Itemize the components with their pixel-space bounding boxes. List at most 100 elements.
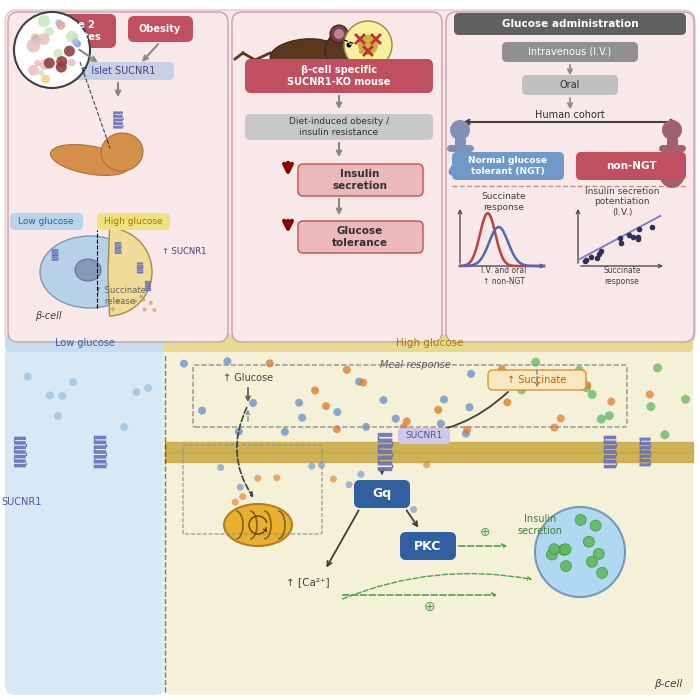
Circle shape: [111, 307, 115, 312]
Circle shape: [519, 370, 528, 379]
Circle shape: [38, 15, 50, 27]
Circle shape: [38, 34, 50, 45]
Circle shape: [517, 385, 526, 394]
FancyBboxPatch shape: [298, 221, 423, 253]
Text: Gq: Gq: [372, 487, 391, 500]
Ellipse shape: [50, 145, 130, 176]
Circle shape: [437, 419, 445, 428]
FancyBboxPatch shape: [232, 12, 442, 342]
FancyBboxPatch shape: [113, 115, 122, 118]
FancyBboxPatch shape: [640, 455, 650, 458]
FancyBboxPatch shape: [52, 251, 58, 253]
Point: [580, 254, 592, 265]
FancyBboxPatch shape: [52, 256, 58, 258]
Circle shape: [139, 295, 144, 299]
FancyBboxPatch shape: [576, 152, 686, 180]
Circle shape: [466, 403, 473, 412]
FancyBboxPatch shape: [378, 438, 392, 442]
Circle shape: [116, 299, 120, 303]
Circle shape: [56, 56, 67, 67]
Circle shape: [594, 548, 604, 559]
Text: ↑ Glucose: ↑ Glucose: [223, 373, 273, 383]
FancyBboxPatch shape: [14, 455, 26, 458]
FancyBboxPatch shape: [502, 42, 638, 62]
FancyBboxPatch shape: [378, 461, 392, 466]
Circle shape: [58, 392, 66, 400]
FancyBboxPatch shape: [454, 13, 686, 35]
Circle shape: [56, 62, 66, 73]
FancyBboxPatch shape: [400, 532, 456, 560]
Text: SUCNR1: SUCNR1: [405, 431, 442, 440]
Circle shape: [462, 430, 470, 438]
Circle shape: [575, 514, 586, 526]
FancyBboxPatch shape: [640, 442, 650, 445]
Circle shape: [547, 549, 557, 560]
FancyBboxPatch shape: [97, 213, 170, 230]
FancyBboxPatch shape: [145, 285, 151, 287]
Circle shape: [144, 384, 153, 392]
FancyBboxPatch shape: [94, 465, 106, 468]
FancyBboxPatch shape: [452, 152, 564, 180]
Text: ⊕: ⊕: [424, 600, 436, 614]
Wedge shape: [108, 228, 152, 316]
Circle shape: [266, 359, 274, 368]
Circle shape: [72, 38, 78, 46]
Circle shape: [358, 35, 378, 55]
FancyBboxPatch shape: [245, 59, 433, 93]
Point: [615, 237, 626, 248]
Circle shape: [498, 365, 506, 373]
Circle shape: [239, 493, 246, 500]
FancyBboxPatch shape: [115, 242, 121, 244]
FancyBboxPatch shape: [128, 16, 193, 42]
Circle shape: [560, 544, 571, 555]
Circle shape: [45, 27, 54, 36]
Text: Low glucose: Low glucose: [55, 338, 115, 348]
Point: [585, 251, 596, 262]
Circle shape: [322, 402, 330, 410]
Text: Oral: Oral: [560, 80, 580, 90]
FancyBboxPatch shape: [136, 270, 144, 272]
Ellipse shape: [270, 38, 340, 71]
Circle shape: [68, 59, 76, 66]
Text: I.V. and oral
↑ non-NGT: I.V. and oral ↑ non-NGT: [482, 266, 526, 286]
FancyBboxPatch shape: [163, 334, 693, 352]
FancyBboxPatch shape: [603, 440, 616, 444]
FancyBboxPatch shape: [145, 289, 151, 291]
Circle shape: [561, 561, 571, 572]
FancyBboxPatch shape: [163, 345, 693, 695]
Circle shape: [53, 48, 63, 58]
FancyBboxPatch shape: [14, 446, 26, 449]
Circle shape: [237, 484, 244, 491]
Circle shape: [646, 391, 654, 398]
Circle shape: [575, 366, 584, 375]
Circle shape: [311, 386, 319, 395]
Circle shape: [440, 395, 448, 403]
FancyBboxPatch shape: [52, 254, 58, 256]
Circle shape: [38, 70, 44, 76]
FancyBboxPatch shape: [94, 455, 106, 458]
Circle shape: [359, 379, 368, 386]
FancyBboxPatch shape: [603, 435, 616, 440]
Circle shape: [132, 388, 140, 396]
Text: Diet-induced obesity /
insulin resistance: Diet-induced obesity / insulin resistanc…: [289, 118, 389, 136]
Circle shape: [298, 414, 306, 421]
Circle shape: [550, 424, 559, 432]
Text: Glucose
tolerance: Glucose tolerance: [332, 226, 388, 248]
Circle shape: [223, 357, 232, 365]
Circle shape: [234, 428, 243, 435]
FancyBboxPatch shape: [115, 249, 121, 251]
Point: [627, 232, 638, 243]
FancyBboxPatch shape: [446, 12, 694, 342]
Circle shape: [587, 556, 597, 567]
Text: PKC: PKC: [414, 540, 442, 552]
FancyBboxPatch shape: [14, 464, 26, 468]
Text: Insulin
secretion: Insulin secretion: [517, 514, 563, 536]
FancyBboxPatch shape: [52, 249, 58, 251]
FancyBboxPatch shape: [640, 463, 650, 466]
Text: Intravenous (I.V.): Intravenous (I.V.): [528, 47, 612, 57]
FancyBboxPatch shape: [94, 440, 106, 444]
Circle shape: [120, 423, 128, 431]
FancyBboxPatch shape: [94, 460, 106, 463]
FancyBboxPatch shape: [640, 438, 650, 441]
Circle shape: [343, 366, 351, 374]
